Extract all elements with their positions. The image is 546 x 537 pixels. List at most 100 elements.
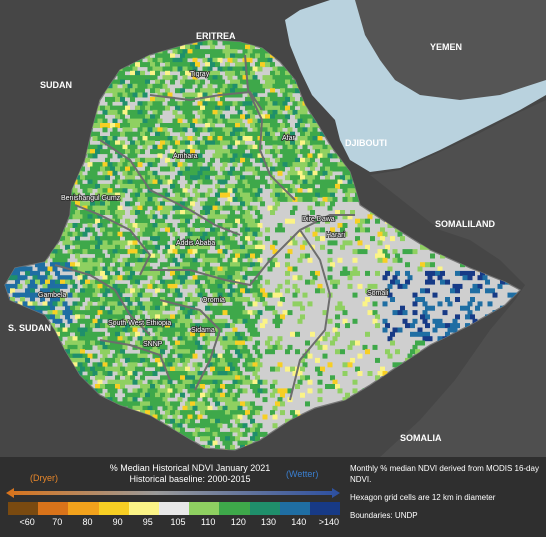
ndvi-hex-cell bbox=[242, 179, 248, 185]
ndvi-hex-cell bbox=[145, 340, 150, 346]
ndvi-hex-cell bbox=[172, 205, 178, 211]
ndvi-hex-cell bbox=[215, 288, 220, 294]
ndvi-hex-cell bbox=[215, 244, 220, 250]
ndvi-hex-cell bbox=[220, 262, 225, 268]
ndvi-hex-cell bbox=[300, 253, 305, 259]
ndvi-hex-cell bbox=[192, 162, 198, 168]
ndvi-hex-cell bbox=[110, 314, 115, 320]
ndvi-hex-cell bbox=[255, 253, 260, 259]
ndvi-hex-cell bbox=[450, 288, 455, 294]
ndvi-hex-cell bbox=[120, 305, 125, 311]
ndvi-hex-cell bbox=[232, 83, 238, 89]
ndvi-hex-cell bbox=[27, 266, 33, 272]
ndvi-hex-cell bbox=[85, 149, 90, 155]
ndvi-hex-cell bbox=[160, 166, 165, 172]
ndvi-hex-cell bbox=[205, 253, 210, 259]
ndvi-hex-cell bbox=[297, 231, 303, 237]
ndvi-hex-cell bbox=[347, 170, 353, 176]
ndvi-hex-cell bbox=[380, 253, 385, 259]
ndvi-hex-cell bbox=[162, 75, 168, 81]
ndvi-hex-cell bbox=[295, 288, 300, 294]
ndvi-hex-cell bbox=[230, 183, 235, 189]
ndvi-hex-cell bbox=[220, 340, 225, 346]
ndvi-hex-cell bbox=[280, 157, 285, 163]
ndvi-hex-cell bbox=[140, 288, 145, 294]
ndvi-hex-cell bbox=[147, 57, 153, 63]
ndvi-hex-cell bbox=[95, 149, 100, 155]
ndvi-hex-cell bbox=[225, 62, 230, 68]
ndvi-hex-cell bbox=[120, 131, 125, 137]
ndvi-hex-cell bbox=[310, 183, 315, 189]
ndvi-hex-cell bbox=[62, 231, 68, 237]
ndvi-hex-cell bbox=[85, 192, 90, 198]
ndvi-hex-cell bbox=[217, 318, 223, 324]
ndvi-hex-cell bbox=[117, 240, 123, 246]
ndvi-hex-cell bbox=[72, 266, 78, 272]
ndvi-hex-cell bbox=[172, 136, 178, 141]
ndvi-hex-cell bbox=[137, 318, 143, 324]
ndvi-hex-cell bbox=[290, 79, 295, 85]
ndvi-hex-cell bbox=[130, 131, 135, 137]
ndvi-hex-cell bbox=[365, 270, 370, 276]
ndvi-hex-cell bbox=[267, 336, 273, 342]
ndvi-hex-cell bbox=[220, 253, 225, 259]
ndvi-hex-cell bbox=[377, 257, 383, 263]
ndvi-hex-cell bbox=[255, 349, 260, 355]
ndvi-hex-cell bbox=[245, 96, 250, 102]
ndvi-hex-cell bbox=[150, 244, 155, 250]
ndvi-hex-cell bbox=[232, 92, 238, 98]
ndvi-hex-cell bbox=[207, 170, 213, 176]
ndvi-hex-cell bbox=[270, 166, 275, 172]
ndvi-hex-cell bbox=[65, 262, 70, 268]
ndvi-hex-cell bbox=[67, 240, 73, 246]
ndvi-hex-cell bbox=[327, 205, 333, 211]
ndvi-hex-cell bbox=[140, 218, 145, 224]
ndvi-hex-cell bbox=[72, 310, 78, 316]
ndvi-hex-cell bbox=[457, 283, 463, 289]
ndvi-hex-cell bbox=[242, 310, 248, 316]
ndvi-hex-cell bbox=[467, 310, 473, 316]
ndvi-hex-cell bbox=[115, 175, 120, 181]
ndvi-hex-cell bbox=[142, 257, 148, 263]
ndvi-hex-cell bbox=[250, 88, 255, 94]
ndvi-hex-cell bbox=[140, 192, 145, 198]
ndvi-hex-cell bbox=[372, 344, 378, 350]
ndvi-hex-cell bbox=[160, 210, 165, 215]
ndvi-hex-cell bbox=[497, 283, 503, 289]
ndvi-hex-cell bbox=[285, 131, 290, 137]
ndvi-hex-cell bbox=[297, 118, 303, 124]
ndvi-hex-cell bbox=[142, 283, 148, 289]
ndvi-hex-cell bbox=[205, 236, 210, 242]
ndvi-hex-cell bbox=[152, 205, 158, 211]
ndvi-hex-cell bbox=[107, 188, 113, 194]
ndvi-hex-cell bbox=[367, 283, 373, 289]
ndvi-hex-cell bbox=[182, 240, 188, 246]
ndvi-hex-cell bbox=[260, 297, 265, 302]
ndvi-hex-cell bbox=[85, 244, 90, 250]
ndvi-hex-cell bbox=[290, 210, 295, 215]
ndvi-hex-cell bbox=[227, 153, 233, 159]
ndvi-hex-cell bbox=[180, 210, 185, 215]
ndvi-hex-cell bbox=[120, 244, 125, 250]
ndvi-hex-cell bbox=[182, 344, 188, 350]
ndvi-hex-cell bbox=[315, 288, 320, 294]
ndvi-hex-cell bbox=[412, 249, 418, 255]
ndvi-hex-cell bbox=[290, 331, 295, 337]
ndvi-hex-cell bbox=[237, 83, 243, 89]
ndvi-hex-cell bbox=[102, 118, 108, 124]
ndvi-hex-cell bbox=[222, 231, 228, 237]
ndvi-hex-cell bbox=[107, 301, 113, 307]
ndvi-hex-cell bbox=[470, 288, 475, 294]
ndvi-hex-cell bbox=[232, 266, 238, 272]
ndvi-hex-cell bbox=[225, 270, 230, 276]
ndvi-hex-cell bbox=[200, 79, 205, 85]
ndvi-hex-cell bbox=[250, 331, 255, 337]
ndvi-hex-cell bbox=[465, 323, 470, 329]
ndvi-hex-cell bbox=[227, 292, 233, 298]
ndvi-hex-cell bbox=[275, 314, 280, 320]
ndvi-hex-cell bbox=[95, 244, 100, 250]
ndvi-hex-cell bbox=[95, 123, 100, 128]
ndvi-hex-cell bbox=[92, 318, 98, 324]
ndvi-hex-cell bbox=[100, 253, 105, 259]
ndvi-hex-cell bbox=[110, 244, 115, 250]
